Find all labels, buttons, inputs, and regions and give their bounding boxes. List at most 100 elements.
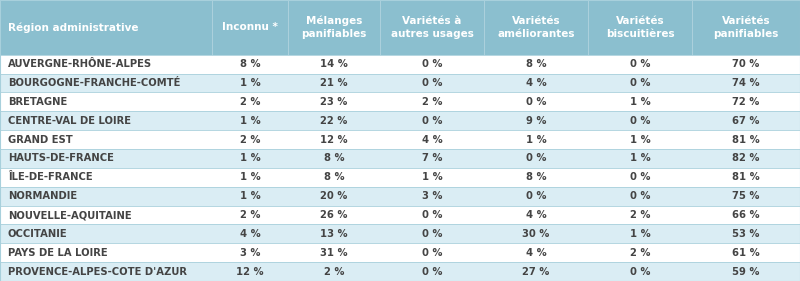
Text: 2 %: 2 % — [240, 210, 260, 220]
Bar — [0, 243, 800, 262]
Text: 1 %: 1 % — [240, 78, 260, 88]
Text: Variétés
panifiables: Variétés panifiables — [714, 16, 778, 38]
Text: 61 %: 61 % — [732, 248, 760, 258]
Text: 0 %: 0 % — [630, 116, 650, 126]
Text: 1 %: 1 % — [240, 191, 260, 201]
Text: 8 %: 8 % — [526, 172, 546, 182]
Bar — [0, 149, 800, 168]
Text: 2 %: 2 % — [630, 248, 650, 258]
Text: Inconnu *: Inconnu * — [222, 22, 278, 32]
Text: 22 %: 22 % — [320, 116, 348, 126]
Text: 27 %: 27 % — [522, 267, 550, 277]
Text: 9 %: 9 % — [526, 116, 546, 126]
Bar — [0, 111, 800, 130]
Text: PROVENCE-ALPES-COTE D'AZUR: PROVENCE-ALPES-COTE D'AZUR — [8, 267, 187, 277]
Text: 4 %: 4 % — [526, 248, 546, 258]
Text: 8 %: 8 % — [324, 172, 344, 182]
Text: 8 %: 8 % — [324, 153, 344, 164]
Text: 13 %: 13 % — [320, 229, 348, 239]
Text: 59 %: 59 % — [732, 267, 760, 277]
Text: 2 %: 2 % — [240, 135, 260, 145]
Text: 2 %: 2 % — [240, 97, 260, 107]
Bar — [0, 0, 800, 55]
Text: 2 %: 2 % — [422, 97, 442, 107]
Text: 26 %: 26 % — [320, 210, 348, 220]
Text: 21 %: 21 % — [320, 78, 348, 88]
Text: Mélanges
panifiables: Mélanges panifiables — [302, 16, 366, 39]
Text: 1 %: 1 % — [240, 172, 260, 182]
Text: ÎLE-DE-FRANCE: ÎLE-DE-FRANCE — [8, 172, 93, 182]
Text: 8 %: 8 % — [240, 59, 260, 69]
Text: 12 %: 12 % — [320, 135, 348, 145]
Text: 81 %: 81 % — [732, 135, 760, 145]
Text: 1 %: 1 % — [240, 116, 260, 126]
Text: AUVERGNE-RHÔNE-ALPES: AUVERGNE-RHÔNE-ALPES — [8, 59, 152, 69]
Text: 0 %: 0 % — [526, 97, 546, 107]
Text: 1 %: 1 % — [526, 135, 546, 145]
Text: 53 %: 53 % — [732, 229, 760, 239]
Text: GRAND EST: GRAND EST — [8, 135, 73, 145]
Text: NORMANDIE: NORMANDIE — [8, 191, 77, 201]
Text: 0 %: 0 % — [630, 78, 650, 88]
Text: 81 %: 81 % — [732, 172, 760, 182]
Text: 70 %: 70 % — [732, 59, 760, 69]
Text: 1 %: 1 % — [422, 172, 442, 182]
Text: 31 %: 31 % — [320, 248, 348, 258]
Text: 4 %: 4 % — [240, 229, 260, 239]
Bar — [0, 130, 800, 149]
Text: 66 %: 66 % — [732, 210, 760, 220]
Text: 82 %: 82 % — [732, 153, 760, 164]
Text: 0 %: 0 % — [630, 191, 650, 201]
Bar — [0, 74, 800, 92]
Bar — [0, 225, 800, 243]
Text: 0 %: 0 % — [526, 191, 546, 201]
Text: BOURGOGNE-FRANCHE-COMTÉ: BOURGOGNE-FRANCHE-COMTÉ — [8, 78, 180, 88]
Text: 1 %: 1 % — [630, 153, 650, 164]
Text: 0 %: 0 % — [630, 267, 650, 277]
Text: BRETAGNE: BRETAGNE — [8, 97, 67, 107]
Text: 75 %: 75 % — [732, 191, 760, 201]
Text: Région administrative: Région administrative — [8, 22, 138, 33]
Bar — [0, 206, 800, 225]
Text: 1 %: 1 % — [630, 97, 650, 107]
Text: 67 %: 67 % — [732, 116, 760, 126]
Text: HAUTS-DE-FRANCE: HAUTS-DE-FRANCE — [8, 153, 114, 164]
Text: 2 %: 2 % — [630, 210, 650, 220]
Text: 1 %: 1 % — [630, 229, 650, 239]
Text: PAYS DE LA LOIRE: PAYS DE LA LOIRE — [8, 248, 108, 258]
Text: 4 %: 4 % — [526, 210, 546, 220]
Text: 3 %: 3 % — [422, 191, 442, 201]
Text: 12 %: 12 % — [236, 267, 264, 277]
Text: 30 %: 30 % — [522, 229, 550, 239]
Text: NOUVELLE-AQUITAINE: NOUVELLE-AQUITAINE — [8, 210, 132, 220]
Text: 4 %: 4 % — [422, 135, 442, 145]
Text: 0 %: 0 % — [630, 59, 650, 69]
Text: Variétés
biscuitières: Variétés biscuitières — [606, 16, 674, 38]
Text: 1 %: 1 % — [240, 153, 260, 164]
Text: 1 %: 1 % — [630, 135, 650, 145]
Text: OCCITANIE: OCCITANIE — [8, 229, 68, 239]
Text: 0 %: 0 % — [422, 210, 442, 220]
Text: Variétés à
autres usages: Variétés à autres usages — [390, 16, 474, 38]
Text: 8 %: 8 % — [526, 59, 546, 69]
Text: 3 %: 3 % — [240, 248, 260, 258]
Text: 14 %: 14 % — [320, 59, 348, 69]
Text: Variétés
améliorantes: Variétés améliorantes — [498, 16, 574, 38]
Text: 0 %: 0 % — [422, 78, 442, 88]
Text: 0 %: 0 % — [422, 59, 442, 69]
Text: 20 %: 20 % — [320, 191, 348, 201]
Text: CENTRE-VAL DE LOIRE: CENTRE-VAL DE LOIRE — [8, 116, 131, 126]
Text: 2 %: 2 % — [324, 267, 344, 277]
Text: 0 %: 0 % — [526, 153, 546, 164]
Bar — [0, 92, 800, 111]
Text: 0 %: 0 % — [422, 229, 442, 239]
Text: 23 %: 23 % — [320, 97, 348, 107]
Text: 72 %: 72 % — [732, 97, 760, 107]
Bar — [0, 262, 800, 281]
Text: 0 %: 0 % — [630, 172, 650, 182]
Bar — [0, 187, 800, 206]
Text: 0 %: 0 % — [422, 116, 442, 126]
Text: 7 %: 7 % — [422, 153, 442, 164]
Text: 0 %: 0 % — [422, 267, 442, 277]
Text: 0 %: 0 % — [422, 248, 442, 258]
